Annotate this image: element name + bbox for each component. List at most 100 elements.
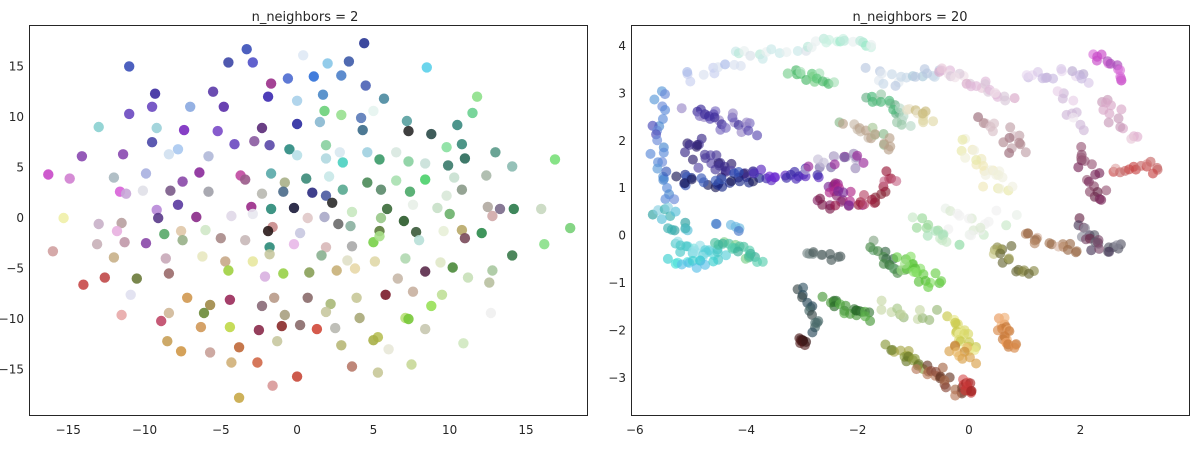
scatter-point [241, 44, 252, 55]
scatter-point [711, 150, 722, 161]
scatter-point [120, 188, 132, 199]
scatter-point [146, 101, 158, 113]
scatter-point [686, 174, 697, 185]
scatter-point [359, 38, 370, 49]
scatter-point [932, 304, 942, 315]
scatter-point [229, 139, 240, 150]
scatter-point [693, 162, 704, 173]
scatter-point [859, 199, 870, 210]
scatter-point [116, 217, 127, 229]
scatter-point [770, 172, 781, 183]
scatter-point [140, 168, 152, 179]
scatter-point [994, 183, 1005, 194]
scatter-point [400, 253, 411, 264]
scatter-point [726, 176, 737, 187]
scatter-point [1068, 95, 1079, 106]
scatter-point [995, 248, 1006, 259]
scatter-point [276, 320, 287, 332]
scatter-point [881, 166, 892, 177]
scatter-point [482, 201, 493, 213]
scatter-point [1076, 141, 1087, 152]
scatter-point [343, 56, 355, 67]
scatter-point [950, 390, 961, 401]
scatter-point [1005, 122, 1016, 133]
scatter-point [865, 242, 876, 253]
scatter-point [536, 203, 547, 215]
scatter-point [278, 268, 289, 279]
scatter-point [700, 259, 711, 270]
scatter-point [323, 171, 335, 182]
scatter-point [204, 299, 216, 311]
scatter-point [1029, 238, 1040, 249]
scatter-point [845, 186, 856, 197]
scatter-point [896, 309, 907, 320]
scatter-point [1057, 93, 1068, 104]
scatter-point [325, 298, 336, 310]
scatter-point [435, 257, 446, 268]
y-tick-label: 5 [16, 161, 24, 175]
scatter-point [1009, 342, 1020, 353]
scatter-point [733, 226, 744, 236]
scatter-point [876, 89, 887, 100]
scatter-point [93, 121, 104, 133]
scatter-point [891, 176, 902, 187]
scatter-point [808, 247, 819, 258]
scatter-point [368, 335, 379, 346]
scatter-point [282, 73, 294, 84]
scatter-point [1086, 245, 1097, 256]
scatter-point [910, 71, 921, 82]
scatter-point [886, 69, 897, 80]
scatter-point [146, 137, 158, 148]
scatter-point [336, 109, 347, 121]
scatter-point [320, 190, 332, 201]
scatter-point [789, 166, 800, 177]
scatter-point [1070, 247, 1081, 258]
axes-frame-right [631, 25, 1190, 416]
scatter-point [1007, 181, 1018, 192]
scatter-point [969, 145, 980, 156]
scatter-point [921, 222, 932, 233]
scatter-point [1078, 125, 1089, 136]
scatter-point [253, 324, 265, 336]
scatter-point [859, 190, 869, 200]
scatter-point [957, 134, 968, 145]
scatter-point [1113, 113, 1124, 124]
scatter-point [43, 169, 54, 180]
scatter-point [997, 172, 1008, 183]
x-tick-label: 5 [370, 423, 378, 437]
x-tick-label: −4 [737, 423, 755, 437]
scatter-point [917, 213, 928, 224]
scatter-point [892, 252, 902, 263]
scatter-point [684, 139, 695, 150]
scatter-point [954, 239, 965, 250]
scatter-point [362, 147, 373, 158]
scatter-point [708, 256, 719, 267]
scatter-point [539, 239, 550, 250]
scatter-point [487, 210, 498, 222]
scatter-point [879, 138, 890, 149]
scatter-point [159, 228, 170, 240]
scatter-point [215, 233, 226, 244]
scatter-point [752, 130, 763, 141]
scatter-point [716, 174, 727, 185]
scatter-point [481, 170, 492, 181]
scatter-point [438, 225, 449, 237]
scatter-point [867, 194, 877, 205]
scatter-point [117, 149, 129, 160]
scatter-point [204, 347, 216, 358]
scatter-point [99, 272, 111, 283]
scatter-point [1086, 159, 1097, 170]
scatter-point [733, 246, 743, 257]
scatter-point [914, 305, 925, 315]
scatter-point [383, 344, 394, 355]
scatter-point [265, 203, 277, 215]
scatter-point [163, 307, 175, 319]
scatter-point [844, 200, 854, 211]
scatter-point [1004, 148, 1015, 158]
scatter-point [381, 203, 393, 215]
scatter-point [807, 327, 818, 338]
scatter-point [729, 59, 740, 70]
y-tick-label: −10 [0, 312, 24, 326]
scatter-point [223, 57, 234, 68]
axes-frame-left [29, 25, 588, 416]
